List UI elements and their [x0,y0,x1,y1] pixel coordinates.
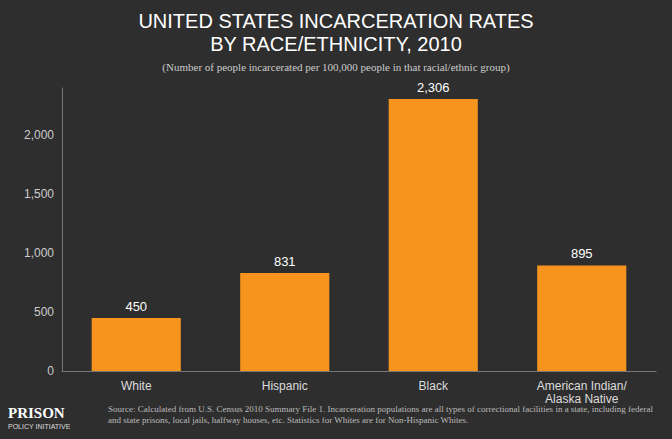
svg-text:1,000: 1,000 [24,246,54,260]
svg-text:PRISON: PRISON [8,405,65,421]
svg-text:and state prisons, local jails: and state prisons, local jails, halfway … [108,415,468,425]
svg-text:2,000: 2,000 [24,128,54,142]
svg-text:BY RACE/ETHNICITY, 2010: BY RACE/ETHNICITY, 2010 [210,33,462,55]
svg-text:Source: Calculated from U.S. C: Source: Calculated from U.S. Census 2010… [108,403,656,414]
svg-text:Hispanic: Hispanic [262,379,308,393]
svg-text:American Indian/: American Indian/ [537,379,628,393]
svg-text:UNITED STATES INCARCERATION RA: UNITED STATES INCARCERATION RATES [138,10,533,32]
svg-text:895: 895 [571,246,593,261]
svg-text:2,306: 2,306 [417,80,450,95]
svg-text:POLICY INITIATIVE: POLICY INITIATIVE [8,423,71,430]
svg-text:0: 0 [47,364,54,378]
svg-text:White: White [121,379,152,393]
svg-text:1,500: 1,500 [24,187,54,201]
svg-text:831: 831 [274,254,296,269]
svg-text:450: 450 [125,299,147,314]
svg-text:Alaska Native: Alaska Native [545,392,619,406]
svg-text:500: 500 [34,305,54,319]
svg-text:(Number of people incarcerated: (Number of people incarcerated per 100,0… [162,61,510,74]
svg-text:Black: Black [419,379,449,393]
